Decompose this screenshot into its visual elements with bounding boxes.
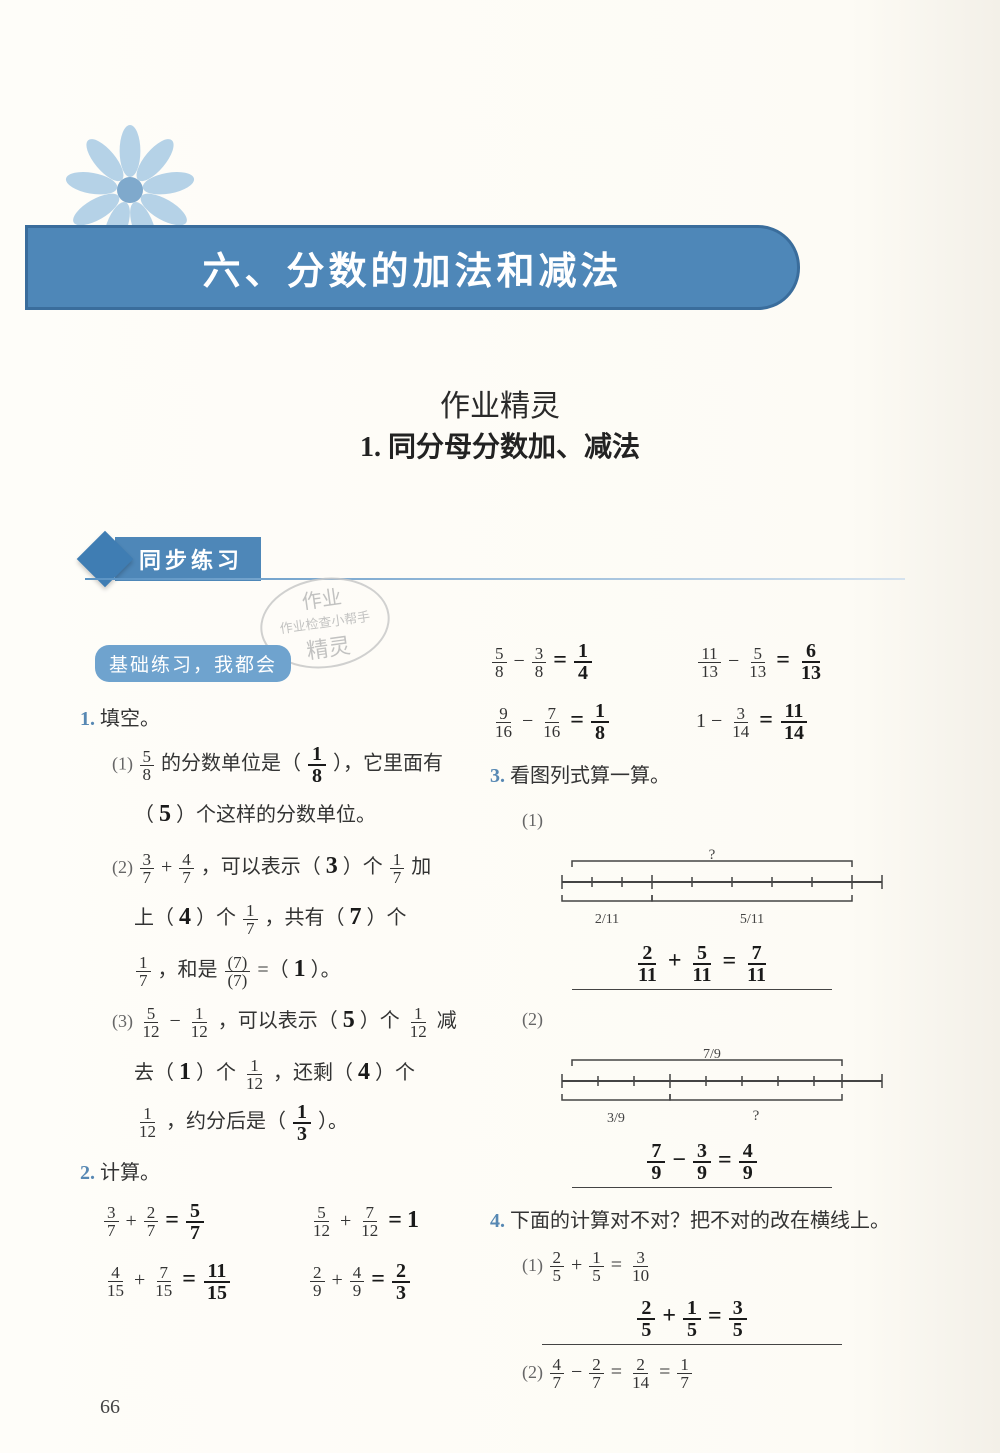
sync-practice-tab: 同步练习 — [85, 540, 261, 578]
hw-answer: 5 — [159, 801, 171, 827]
svg-text:3/9: 3/9 — [607, 1111, 625, 1126]
q4-header: 4. 下面的计算对不对？把不对的改在横线上。 — [490, 1202, 920, 1240]
calc-row: 37 + 27 = 57512 + 712 = 1 — [102, 1198, 480, 1244]
q2b-calc-grid: 58 − 38 = 141113 − 513 = 613 916 − 716 = … — [490, 638, 920, 743]
section-title: 1. 同分母分数加、减法 — [0, 425, 1000, 465]
q1-header: 1. 填空。 — [80, 700, 480, 738]
q4-title: 下面的计算对不对？把不对的改在横线上。 — [510, 1210, 890, 1232]
q3-part1: (1) ? 2/11 5/11 — [522, 801, 920, 990]
hw-answer: 7 — [350, 904, 362, 930]
hw-answer: 18 — [308, 744, 326, 786]
q3-1-answer: 211 + 511 = 711 — [572, 939, 832, 990]
q1-part2: (2) 37 + 47 ，可以表示（ 3 ）个 17 加 — [112, 844, 480, 890]
page-number: 66 — [100, 1396, 120, 1419]
q2-header: 2. 计算。 — [80, 1154, 480, 1192]
sync-underline — [85, 578, 905, 580]
q2-number: 2. — [80, 1162, 95, 1184]
worksheet-page: 六、分数的加法和减法 作业精灵 1. 同分母分数加、减法 同步练习 作业 作业检… — [0, 0, 1000, 1453]
calc-row: 916 − 716 = 181 − 314 = 1114 — [490, 698, 920, 744]
q3-title: 看图列式算一算。 — [510, 765, 670, 787]
q4-part2: (2) 47 − 27 = 214 = 17 — [522, 1353, 920, 1391]
hw-answer: 1 — [179, 1059, 191, 1085]
left-column: 1. 填空。 (1) 58 的分数单位是（ 18 ），它里面有 （ 5 ）个这样… — [80, 700, 480, 1317]
q3-part2: (2) 7/9 3/9 ? — [522, 1000, 920, 1189]
hw-answer: 5 — [343, 1007, 355, 1033]
calc-row: 58 − 38 = 141113 − 513 = 613 — [490, 638, 920, 684]
svg-text:2/11: 2/11 — [595, 912, 619, 927]
q4-number: 4. — [490, 1210, 505, 1232]
basic-practice-pill: 基础练习，我都会 — [95, 645, 291, 682]
q4-part1: (1) 25 + 15 = 310 — [522, 1246, 920, 1284]
q3-header: 3. 看图列式算一算。 — [490, 757, 920, 795]
q3-number: 3. — [490, 765, 505, 787]
chapter-banner: 六、分数的加法和减法 — [25, 225, 800, 310]
handwriting-header: 作业精灵 — [0, 381, 1000, 425]
diagram-2: 7/9 3/9 ? — [552, 1046, 920, 1126]
q1-number: 1. — [80, 708, 95, 730]
hw-answer: 13 — [293, 1102, 311, 1144]
q1-part3: (3) 512 − 112 ，可以表示（ 5 ）个 112 减 — [112, 998, 480, 1044]
q1-part1: (1) 58 的分数单位是（ 18 ），它里面有 — [112, 744, 480, 786]
diagram-1: ? 2/11 5/11 — [552, 847, 920, 927]
q2-title: 计算。 — [100, 1162, 160, 1184]
svg-text:?: ? — [753, 1108, 760, 1124]
right-column: 58 − 38 = 141113 − 513 = 613 916 − 716 = … — [490, 632, 920, 1397]
q3-2-answer: 79 − 39 = 49 — [572, 1138, 832, 1189]
hw-answer: 4 — [179, 904, 191, 930]
hw-answer: 3 — [326, 853, 338, 879]
q1-title: 填空。 — [100, 708, 160, 730]
hw-answer: 1 — [294, 956, 306, 982]
hw-answer: 4 — [358, 1059, 370, 1085]
fraction: 58 — [140, 748, 155, 783]
q4-1-answer: 25 + 15 = 35 — [542, 1294, 842, 1345]
q2-calc-grid: 37 + 27 = 57512 + 712 = 1 415 + 715 = 111… — [102, 1198, 480, 1303]
sync-label: 同步练习 — [115, 537, 261, 581]
svg-text:5/11: 5/11 — [740, 912, 764, 927]
calc-row: 415 + 715 = 111529 + 49 = 23 — [102, 1257, 480, 1303]
chapter-title: 六、分数的加法和减法 — [202, 240, 622, 295]
